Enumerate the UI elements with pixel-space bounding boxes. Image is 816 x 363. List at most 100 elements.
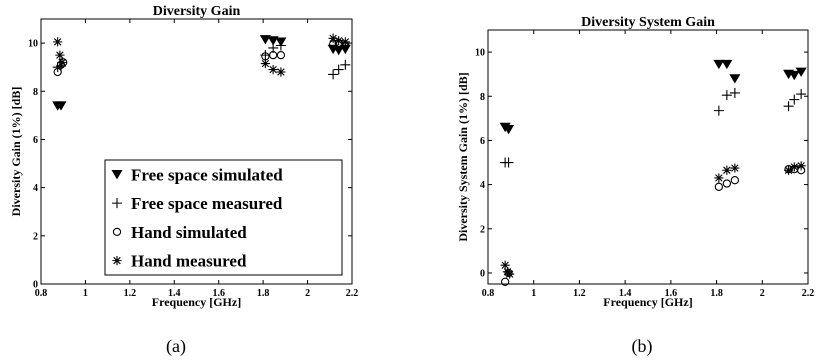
- chart-b-point-hand-measured: [714, 173, 724, 183]
- chart-b-ytick-label: 8: [480, 92, 485, 103]
- chart-diversity-system-gain: 0.8 1 1.2 1.4 1.6 1.8 2 2.2 0 2 4 6 8 10 Diversity Sys…: [456, 15, 814, 309]
- chart-b-point-hand-measured: [789, 162, 799, 172]
- chart-a-point-free-space-measured: [328, 69, 339, 80]
- chart-b-point-free-space-measured: [729, 87, 740, 98]
- chart-b-point-hand-simulated: [714, 182, 724, 191]
- chart-a-series-hand-simulated: [53, 38, 350, 77]
- chart-a-ytick-label: 4: [33, 183, 38, 194]
- chart-a-legend-entry-hand-measured: Hand measured: [131, 252, 247, 271]
- chart-a-legend-box: [104, 159, 343, 276]
- chart-b-series-hand-simulated: [500, 164, 806, 286]
- chart-b-point-free-space-simulated: [503, 124, 515, 135]
- chart-b-point-hand-measured: [505, 269, 515, 279]
- chart-a-legend-marker-hand-measured: [112, 256, 122, 266]
- chart-b-xtick-label: 1.6: [665, 288, 678, 299]
- chart-a-point-hand-simulated: [268, 50, 278, 60]
- chart-b-point-free-space-simulated: [721, 59, 733, 70]
- chart-b-xtick-label: 2.2: [802, 288, 815, 299]
- chart-b-point-free-space-simulated: [788, 70, 800, 81]
- chart-b-ytick-label: 10: [475, 48, 485, 59]
- chart-b-xlabel: Frequency [GHz]: [603, 295, 692, 309]
- chart-a-point-hand-measured: [53, 37, 63, 47]
- chart-a-ytick-label: 8: [33, 87, 38, 98]
- chart-b-point-hand-measured: [796, 161, 806, 171]
- chart-b-point-free-space-simulated: [729, 74, 741, 84]
- chart-a-xlabel: Frequency [GHz]: [152, 295, 241, 309]
- chart-b-xtick-label: 2: [760, 288, 765, 299]
- chart-b-ytick-label: 2: [480, 224, 485, 235]
- chart-a-xtick-label: 2: [305, 288, 310, 299]
- chart-a-point-hand-measured: [328, 33, 338, 43]
- chart-b-point-free-space-measured: [796, 89, 807, 100]
- chart-a-ylabel: Diversity Gain (1%) [dB]: [9, 87, 23, 217]
- chart-b-series-free-space-measured: [500, 87, 807, 168]
- chart-a-legend-marker-hand-simulated: [112, 227, 122, 237]
- chart-a-point-hand-simulated: [276, 50, 286, 60]
- chart-b-plot-frame: [487, 29, 809, 285]
- chart-b-point-free-space-measured: [783, 101, 794, 112]
- chart-b-point-hand-measured: [730, 163, 740, 173]
- chart-b-point-hand-measured: [722, 165, 732, 175]
- chart-diversity-gain: 0.8 1 1.2 1.4 1.6 1.8 2 2.2 0 2 4 6 8 10 Diversity Gai…: [9, 4, 358, 309]
- chart-b-xtick-label: 1: [531, 288, 536, 299]
- chart-b-point-hand-simulated: [722, 179, 732, 188]
- chart-a-xtick-label: 1.4: [168, 288, 181, 299]
- chart-b-point-free-space-simulated: [795, 67, 807, 77]
- chart-a-plot-frame: [40, 18, 353, 285]
- chart-a-point-hand-measured: [268, 64, 278, 75]
- chart-b-title: Diversity System Gain: [581, 15, 715, 30]
- chart-a-legend-marker-free-space-simulated: [111, 169, 123, 180]
- chart-b-point-hand-simulated: [500, 277, 510, 286]
- chart-a-legend: Free space simulated Free space measured H…: [104, 159, 343, 276]
- chart-b-ytick-label: 6: [480, 136, 485, 147]
- chart-a-legend-entry-free-space-measured: Free space measured: [131, 194, 283, 213]
- chart-b-ylabel: Diversity System Gain (1%) [dB]: [456, 72, 470, 241]
- chart-a-point-free-space-simulated: [259, 35, 271, 45]
- chart-b-series-hand-measured: [500, 161, 806, 279]
- chart-a-point-hand-simulated: [53, 67, 62, 77]
- chart-a-point-hand-measured: [276, 67, 286, 77]
- chart-a-legend-entry-hand-simulated: Hand simulated: [131, 223, 247, 242]
- chart-b-xtick-label: 0.8: [482, 288, 495, 299]
- chart-b-point-hand-simulated: [504, 268, 513, 278]
- chart-b-ytick-label: 0: [480, 268, 485, 279]
- chart-a-xtick-label: 0.8: [35, 288, 48, 299]
- chart-b-point-hand-measured: [783, 165, 794, 175]
- chart-a-point-hand-measured: [55, 50, 65, 60]
- chart-b-xtick-label: 1.4: [619, 288, 632, 299]
- chart-a-point-hand-measured: [334, 36, 344, 46]
- chart-a-xtick-label: 2.2: [346, 288, 359, 299]
- chart-b-point-free-space-measured: [503, 157, 514, 168]
- chart-b-point-free-space-measured: [713, 105, 724, 116]
- chart-a-point-hand-measured: [340, 37, 350, 47]
- chart-a-xtick-label: 1.6: [212, 288, 225, 299]
- chart-a-series-free-space-simulated: [52, 35, 351, 111]
- chart-a-point-hand-measured: [57, 57, 67, 67]
- chart-a-series-hand-measured: [53, 33, 350, 77]
- chart-b-series-free-space-simulated: [499, 59, 807, 135]
- caption-b: (b): [632, 336, 653, 357]
- chart-a-legend-entry-free-space-simulated: Free space simulated: [131, 165, 283, 184]
- chart-a-ytick-label: 0: [33, 280, 38, 291]
- chart-a-point-free-space-simulated: [333, 45, 345, 56]
- caption-a: (a): [166, 336, 186, 357]
- chart-a-ytick-label: 10: [28, 39, 38, 50]
- chart-b-xtick-label: 1.8: [710, 288, 723, 299]
- chart-b-point-hand-simulated: [730, 176, 740, 185]
- chart-a-point-free-space-simulated: [55, 101, 67, 111]
- chart-b-point-hand-measured: [500, 260, 510, 270]
- chart-b-point-free-space-measured: [721, 90, 732, 101]
- chart-a-point-free-space-measured: [333, 64, 344, 75]
- chart-a-series-free-space-measured: [52, 40, 351, 80]
- chart-a-title: Diversity Gain: [153, 4, 241, 19]
- chart-a-point-free-space-measured: [340, 59, 351, 70]
- chart-b-point-free-space-measured: [789, 94, 800, 105]
- chart-a-legend-marker-free-space-measured: [112, 198, 122, 209]
- chart-a-point-free-space-simulated: [267, 36, 279, 46]
- chart-b-xtick-label: 1.2: [573, 288, 586, 299]
- chart-a-xtick-label: 1.8: [257, 288, 270, 299]
- chart-a-xtick-label: 1: [83, 288, 88, 299]
- chart-b-ytick-label: 4: [480, 180, 485, 191]
- chart-a-ytick-label: 2: [33, 231, 38, 242]
